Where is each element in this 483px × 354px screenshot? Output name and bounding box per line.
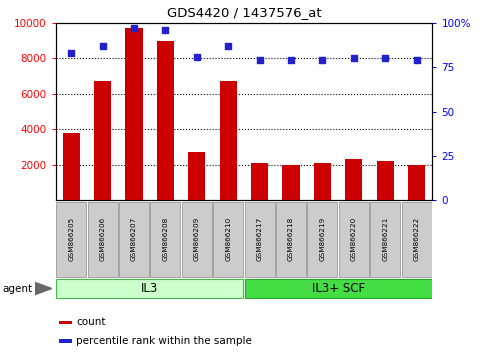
Bar: [157, 41, 174, 200]
Bar: [276, 201, 306, 277]
Bar: [119, 201, 149, 277]
Text: GSM866205: GSM866205: [68, 217, 74, 261]
Text: GSM866218: GSM866218: [288, 217, 294, 261]
Bar: [251, 163, 268, 200]
Bar: [283, 165, 299, 200]
Point: [382, 56, 389, 61]
Text: count: count: [76, 317, 106, 327]
Point: [130, 25, 138, 31]
Bar: [408, 165, 425, 200]
Bar: [63, 133, 80, 200]
Text: GDS4420 / 1437576_at: GDS4420 / 1437576_at: [167, 6, 321, 19]
Text: IL3: IL3: [141, 282, 158, 295]
Bar: [345, 159, 362, 200]
Text: agent: agent: [2, 284, 32, 293]
Bar: [307, 201, 338, 277]
Text: GSM866219: GSM866219: [319, 217, 326, 261]
Bar: [56, 201, 86, 277]
Bar: [213, 201, 243, 277]
Point: [68, 50, 75, 56]
Text: GSM866210: GSM866210: [225, 217, 231, 261]
Polygon shape: [35, 282, 52, 295]
Text: GSM866209: GSM866209: [194, 217, 200, 261]
Bar: [182, 201, 212, 277]
Bar: [370, 201, 400, 277]
Text: GSM866206: GSM866206: [99, 217, 106, 261]
Bar: [150, 201, 181, 277]
Bar: [188, 152, 205, 200]
Point: [319, 57, 327, 63]
Bar: [94, 81, 111, 200]
Text: GSM866207: GSM866207: [131, 217, 137, 261]
Point: [193, 54, 201, 59]
Bar: [377, 161, 394, 200]
Point: [412, 57, 420, 63]
Point: [256, 57, 264, 63]
Bar: [59, 339, 72, 343]
Bar: [126, 28, 142, 200]
Bar: [244, 201, 275, 277]
Text: percentile rank within the sample: percentile rank within the sample: [76, 336, 252, 346]
Bar: [59, 321, 72, 324]
Text: GSM866208: GSM866208: [162, 217, 169, 261]
Bar: [87, 201, 118, 277]
Point: [224, 43, 232, 49]
Text: GSM866220: GSM866220: [351, 217, 357, 261]
Bar: [244, 279, 432, 298]
Point: [350, 56, 357, 61]
Text: IL3+ SCF: IL3+ SCF: [312, 282, 365, 295]
Bar: [220, 81, 237, 200]
Text: GSM866222: GSM866222: [413, 217, 420, 261]
Bar: [339, 201, 369, 277]
Bar: [56, 279, 243, 298]
Bar: [314, 163, 331, 200]
Point: [99, 43, 107, 49]
Point: [287, 57, 295, 63]
Text: GSM866217: GSM866217: [256, 217, 263, 261]
Bar: [401, 201, 432, 277]
Text: GSM866221: GSM866221: [382, 217, 388, 261]
Point: [161, 27, 170, 33]
